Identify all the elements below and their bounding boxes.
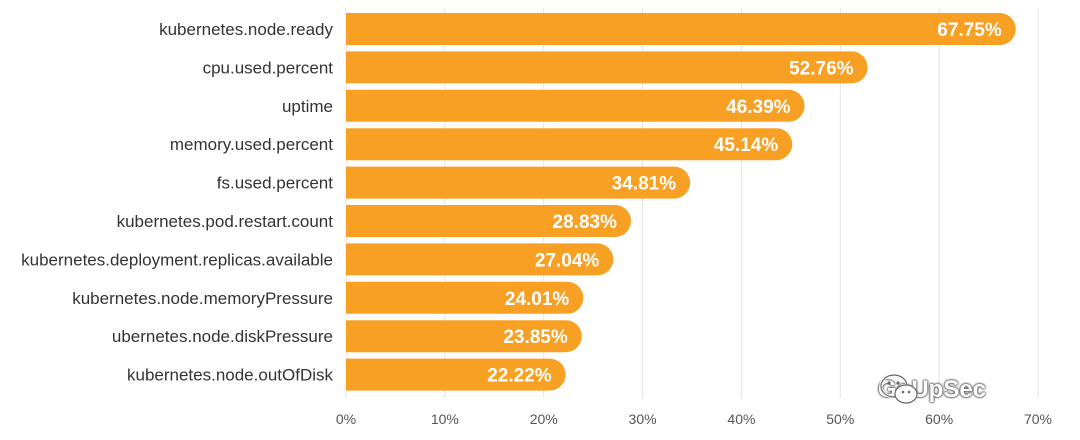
- value-label: 46.39%: [726, 97, 791, 118]
- bar: [346, 128, 793, 161]
- watermark: GoUpSec: [878, 372, 986, 408]
- value-label: 22.22%: [487, 366, 552, 387]
- value-label: 34.81%: [612, 174, 677, 195]
- category-label: kubernetes.deployment.replicas.available: [21, 250, 333, 269]
- x-tick-label: 60%: [925, 411, 953, 427]
- bar: [346, 13, 1016, 45]
- bar: [346, 89, 805, 122]
- x-tick-label: 40%: [727, 411, 755, 427]
- value-label: 67.75%: [937, 20, 1002, 41]
- value-label: 23.85%: [503, 327, 568, 348]
- x-tick-label: 0%: [336, 411, 356, 427]
- bar: [346, 166, 691, 199]
- category-label: kubernetes.node.memoryPressure: [72, 289, 333, 308]
- bar: [346, 358, 566, 391]
- category-label: kubernetes.node.ready: [159, 20, 333, 39]
- x-tick-label: 50%: [826, 411, 854, 427]
- category-label: fs.used.percent: [217, 174, 334, 193]
- x-tick-label: 10%: [431, 411, 459, 427]
- value-label: 45.14%: [714, 135, 779, 156]
- x-tick-label: 20%: [530, 411, 558, 427]
- value-label: 28.83%: [553, 212, 618, 233]
- value-label: 27.04%: [535, 250, 600, 271]
- category-label: kubernetes.node.outOfDisk: [127, 366, 334, 385]
- category-label: uptime: [282, 97, 333, 116]
- wechat-icon: [879, 373, 918, 404]
- category-label: memory.used.percent: [170, 135, 333, 154]
- bar: [346, 243, 614, 276]
- category-label: ubernetes.node.diskPressure: [112, 327, 333, 346]
- bar: [346, 281, 584, 314]
- bar: [346, 51, 868, 84]
- value-label: 52.76%: [789, 58, 854, 79]
- x-tick-label: 30%: [629, 411, 657, 427]
- category-label: cpu.used.percent: [203, 58, 334, 77]
- bar: [346, 320, 582, 353]
- value-label: 24.01%: [505, 289, 570, 310]
- category-label: kubernetes.pod.restart.count: [117, 212, 334, 231]
- x-tick-label: 70%: [1024, 411, 1052, 427]
- bar: [346, 205, 632, 237]
